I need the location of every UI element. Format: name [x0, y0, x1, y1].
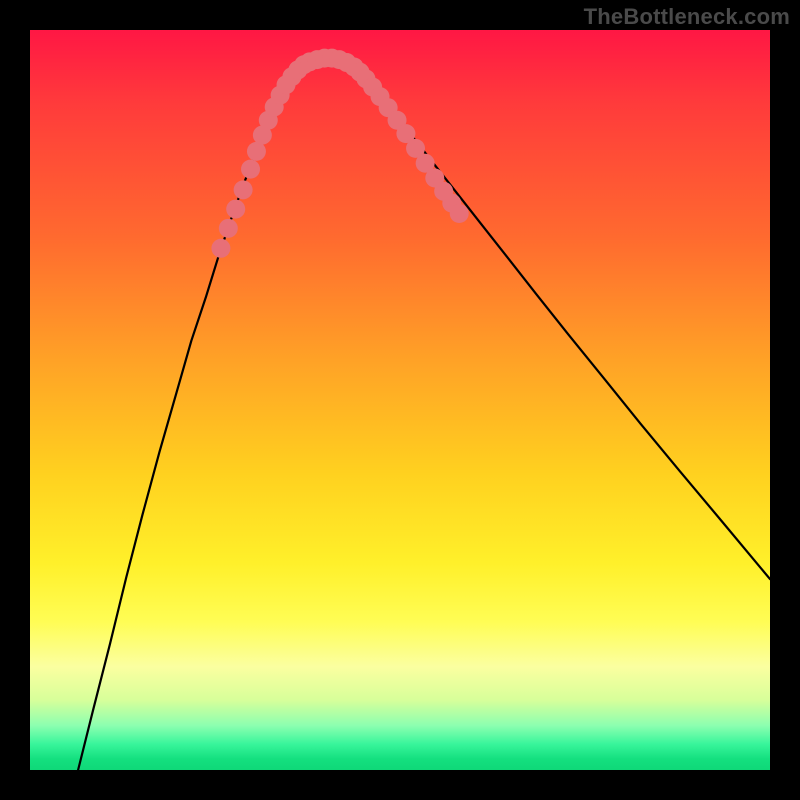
- watermark-text: TheBottleneck.com: [584, 4, 790, 30]
- chart-svg: [0, 0, 800, 800]
- overlay-dot: [226, 200, 245, 219]
- overlay-dot: [450, 204, 469, 223]
- overlay-dot: [247, 142, 266, 161]
- overlay-dot: [234, 180, 253, 199]
- overlay-dot: [211, 239, 230, 258]
- overlay-dot: [241, 160, 260, 179]
- chart-canvas: TheBottleneck.com: [0, 0, 800, 800]
- overlay-dot: [219, 219, 238, 238]
